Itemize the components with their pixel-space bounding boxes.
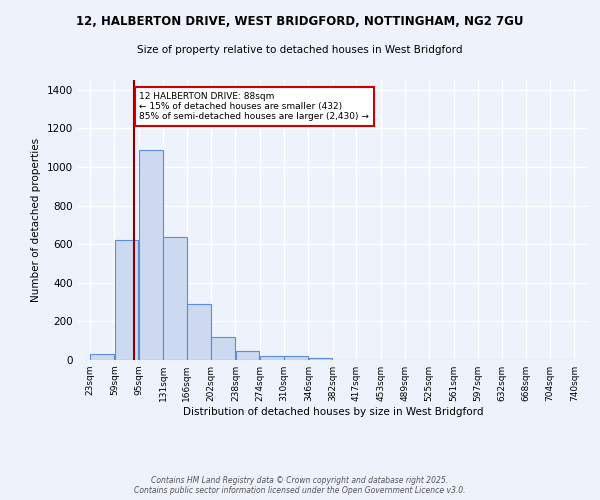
- Bar: [91, 354, 114, 360]
- Text: Contains HM Land Registry data © Crown copyright and database right 2025.
Contai: Contains HM Land Registry data © Crown c…: [134, 476, 466, 495]
- Bar: [187, 304, 211, 360]
- Bar: [236, 352, 259, 360]
- Bar: [163, 238, 187, 360]
- Bar: [284, 356, 308, 360]
- Text: Size of property relative to detached houses in West Bridgford: Size of property relative to detached ho…: [137, 45, 463, 55]
- Text: 12, HALBERTON DRIVE, WEST BRIDGFORD, NOTTINGHAM, NG2 7GU: 12, HALBERTON DRIVE, WEST BRIDGFORD, NOT…: [76, 15, 524, 28]
- Bar: [211, 337, 235, 360]
- Bar: [115, 240, 139, 360]
- Bar: [139, 150, 163, 360]
- X-axis label: Distribution of detached houses by size in West Bridgford: Distribution of detached houses by size …: [183, 407, 483, 417]
- Y-axis label: Number of detached properties: Number of detached properties: [31, 138, 41, 302]
- Bar: [260, 356, 284, 360]
- Bar: [308, 358, 332, 360]
- Text: 12 HALBERTON DRIVE: 88sqm
← 15% of detached houses are smaller (432)
85% of semi: 12 HALBERTON DRIVE: 88sqm ← 15% of detac…: [139, 92, 370, 122]
